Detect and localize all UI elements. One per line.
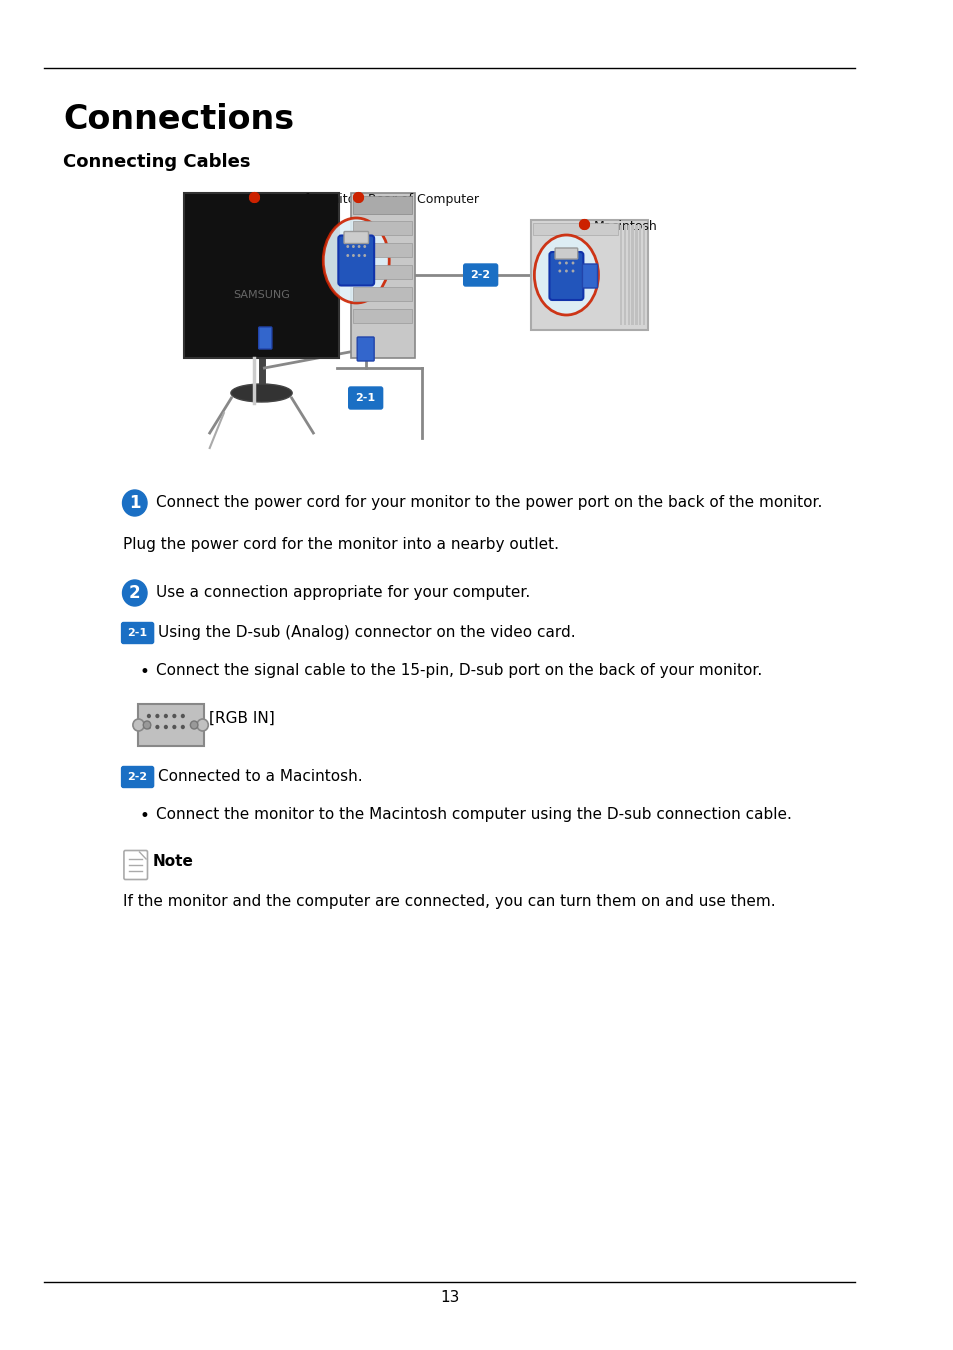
FancyBboxPatch shape xyxy=(121,767,153,787)
FancyBboxPatch shape xyxy=(627,225,629,325)
FancyBboxPatch shape xyxy=(353,221,412,235)
Text: Using the D-sub (Analog) connector on the video card.: Using the D-sub (Analog) connector on th… xyxy=(158,625,576,640)
Text: If the monitor and the computer are connected, you can turn them on and use them: If the monitor and the computer are conn… xyxy=(122,894,775,909)
FancyBboxPatch shape xyxy=(463,265,497,286)
Circle shape xyxy=(564,270,567,273)
FancyBboxPatch shape xyxy=(121,622,153,644)
FancyBboxPatch shape xyxy=(258,327,272,350)
Circle shape xyxy=(147,714,151,718)
Circle shape xyxy=(564,262,567,265)
Circle shape xyxy=(164,714,168,718)
FancyBboxPatch shape xyxy=(533,223,618,235)
FancyBboxPatch shape xyxy=(338,235,374,285)
Text: 1: 1 xyxy=(129,494,140,512)
FancyBboxPatch shape xyxy=(635,225,637,325)
FancyBboxPatch shape xyxy=(137,703,203,747)
Text: Rear of Computer: Rear of Computer xyxy=(367,193,478,207)
FancyBboxPatch shape xyxy=(344,231,368,243)
Text: •: • xyxy=(139,807,150,825)
Circle shape xyxy=(363,254,366,256)
Text: •: • xyxy=(139,663,150,680)
Ellipse shape xyxy=(323,217,389,302)
Circle shape xyxy=(357,254,360,256)
FancyBboxPatch shape xyxy=(549,252,583,300)
FancyBboxPatch shape xyxy=(356,338,374,360)
Circle shape xyxy=(155,714,159,718)
Circle shape xyxy=(352,244,355,248)
Circle shape xyxy=(122,490,147,516)
Circle shape xyxy=(172,714,176,718)
Circle shape xyxy=(346,254,349,256)
FancyBboxPatch shape xyxy=(349,387,382,409)
Text: 2-1: 2-1 xyxy=(355,393,375,404)
Circle shape xyxy=(558,270,560,273)
Circle shape xyxy=(180,714,185,718)
Circle shape xyxy=(196,720,208,730)
Circle shape xyxy=(571,270,574,273)
FancyBboxPatch shape xyxy=(642,225,644,325)
Text: 2-2: 2-2 xyxy=(470,270,490,279)
Circle shape xyxy=(357,244,360,248)
Text: Use a connection appropriate for your computer.: Use a connection appropriate for your co… xyxy=(155,585,529,599)
FancyBboxPatch shape xyxy=(555,248,578,259)
FancyBboxPatch shape xyxy=(619,225,622,325)
Circle shape xyxy=(180,725,185,729)
Circle shape xyxy=(132,720,144,730)
Text: 2: 2 xyxy=(129,585,140,602)
FancyBboxPatch shape xyxy=(350,193,415,358)
Circle shape xyxy=(172,725,176,729)
Text: Connect the signal cable to the 15-pin, D-sub port on the back of your monitor.: Connect the signal cable to the 15-pin, … xyxy=(156,663,761,678)
Text: [RGB IN]: [RGB IN] xyxy=(209,711,274,726)
Text: Macintosh: Macintosh xyxy=(593,220,657,234)
Text: SAMSUNG: SAMSUNG xyxy=(233,290,290,301)
Text: Connections: Connections xyxy=(63,103,294,136)
Ellipse shape xyxy=(231,383,292,402)
Text: Connect the power cord for your monitor to the power port on the back of the mon: Connect the power cord for your monitor … xyxy=(155,495,821,510)
FancyBboxPatch shape xyxy=(353,243,412,256)
FancyBboxPatch shape xyxy=(530,220,648,329)
FancyBboxPatch shape xyxy=(184,193,339,358)
FancyBboxPatch shape xyxy=(353,309,412,323)
Circle shape xyxy=(352,254,355,256)
FancyBboxPatch shape xyxy=(353,265,412,279)
Text: 13: 13 xyxy=(439,1291,458,1305)
Circle shape xyxy=(147,725,151,729)
FancyBboxPatch shape xyxy=(639,225,640,325)
Circle shape xyxy=(164,725,168,729)
Text: 2-1: 2-1 xyxy=(128,628,148,639)
FancyBboxPatch shape xyxy=(582,265,597,288)
Text: 2-2: 2-2 xyxy=(128,772,148,782)
Circle shape xyxy=(571,262,574,265)
FancyBboxPatch shape xyxy=(353,196,412,215)
Ellipse shape xyxy=(534,235,598,315)
Circle shape xyxy=(346,244,349,248)
FancyBboxPatch shape xyxy=(631,225,633,325)
Circle shape xyxy=(143,721,151,729)
Text: Note: Note xyxy=(152,855,193,869)
Circle shape xyxy=(191,721,197,729)
Text: Connect the monitor to the Macintosh computer using the D-sub connection cable.: Connect the monitor to the Macintosh com… xyxy=(156,807,792,822)
FancyBboxPatch shape xyxy=(623,225,625,325)
Circle shape xyxy=(155,725,159,729)
FancyBboxPatch shape xyxy=(124,850,148,879)
Text: Connected to a Macintosh.: Connected to a Macintosh. xyxy=(158,769,362,784)
Text: Rear of Monitor: Rear of Monitor xyxy=(264,193,360,207)
Circle shape xyxy=(363,244,366,248)
Circle shape xyxy=(122,580,147,606)
FancyBboxPatch shape xyxy=(353,288,412,301)
Text: Connecting Cables: Connecting Cables xyxy=(63,153,251,171)
Circle shape xyxy=(558,262,560,265)
Text: Plug the power cord for the monitor into a nearby outlet.: Plug the power cord for the monitor into… xyxy=(122,537,558,552)
